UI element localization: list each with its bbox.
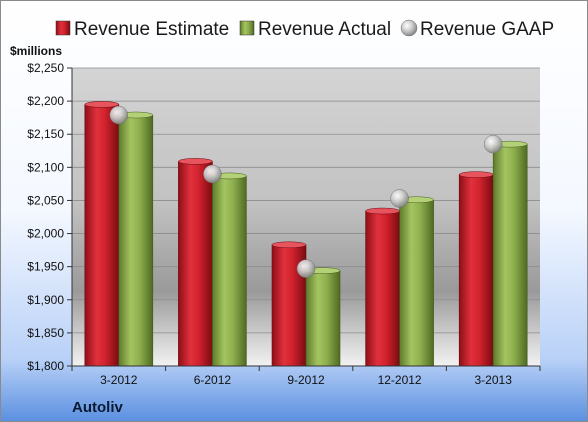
y-tick-label: $2,050: [27, 193, 64, 207]
unit-label: $millions: [10, 44, 62, 58]
bar-revenue-estimate-cap: [84, 101, 120, 108]
x-tick-label: 3-2012: [100, 373, 138, 387]
x-tick-label: 12-2012: [378, 373, 422, 387]
y-tick-label: $2,100: [27, 160, 64, 174]
bar-revenue-estimate: [178, 161, 213, 367]
company-name: Autoliv: [72, 399, 123, 416]
y-tick-label: $1,800: [27, 359, 64, 373]
bar-revenue-actual: [399, 199, 434, 367]
legend-swatch: [239, 20, 255, 36]
legend: Revenue Estimate Revenue Actual Revenue GA…: [55, 19, 554, 40]
y-tick-label: $2,250: [27, 61, 64, 75]
bar-revenue-estimate: [458, 174, 494, 367]
bar-revenue-estimate: [84, 104, 120, 367]
marker-revenue-gaap: [296, 259, 316, 278]
x-tick-label: 9-2012: [287, 373, 325, 387]
y-axis-ticks: $1,800 $1,850 $1,900 $1,950 $2,000 $2,050 $2,1…: [27, 61, 73, 373]
bar-revenue-estimate: [365, 210, 400, 367]
bar-revenue-actual: [212, 175, 247, 367]
bars: [84, 101, 528, 367]
x-tick-label: 6-2012: [194, 373, 232, 387]
legend-label: Revenue GAAP: [420, 19, 554, 40]
legend-swatch: [400, 19, 418, 37]
marker-revenue-gaap: [109, 105, 129, 125]
bar-revenue-estimate-cap: [178, 158, 213, 165]
marker-revenue-gaap: [483, 134, 503, 154]
bar-revenue-actual: [492, 143, 528, 367]
x-tick-label: 3-2013: [475, 373, 513, 387]
bar-revenue-estimate-cap: [365, 207, 400, 215]
legend-label: Revenue Estimate: [74, 19, 229, 40]
bar-revenue-actual: [305, 270, 341, 367]
y-tick-label: $1,950: [27, 260, 64, 274]
bar-revenue-estimate-cap: [458, 171, 494, 178]
y-tick-label: $2,150: [27, 127, 64, 141]
y-tick-label: $1,900: [27, 293, 64, 307]
marker-revenue-gaap: [203, 164, 222, 184]
y-tick-label: $2,200: [27, 94, 64, 108]
bar-revenue-estimate-cap: [271, 241, 307, 249]
bar-revenue-actual: [118, 114, 154, 367]
y-tick-label: $1,850: [27, 326, 64, 340]
legend-swatch: [55, 20, 71, 36]
marker-revenue-gaap: [390, 189, 409, 208]
y-tick-label: $2,000: [27, 227, 64, 241]
legend-label: Revenue Actual: [258, 19, 391, 40]
x-axis-ticks: 3-2012 6-2012 9-2012 12-2012 3-2013: [71, 365, 541, 387]
gaap-markers: [109, 105, 503, 278]
